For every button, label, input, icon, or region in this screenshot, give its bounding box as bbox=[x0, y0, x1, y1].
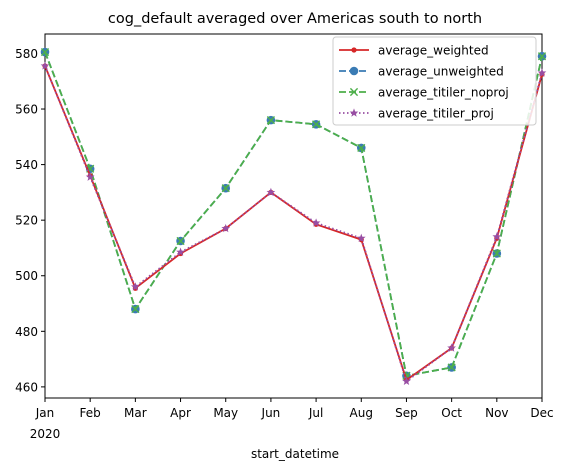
y-tick-label: 500 bbox=[15, 269, 38, 283]
y-tick-label: 520 bbox=[15, 214, 38, 228]
data-point bbox=[492, 232, 502, 241]
x-tick-label: Feb bbox=[80, 406, 101, 420]
legend-label: average_weighted bbox=[378, 44, 489, 58]
data-point bbox=[492, 249, 501, 258]
data-point bbox=[85, 172, 95, 181]
data-point bbox=[311, 218, 321, 227]
x-axis-label: start_datetime bbox=[251, 447, 339, 461]
x-tick-label: Sep bbox=[395, 406, 418, 420]
data-point bbox=[131, 304, 140, 314]
x-tick-label: Mar bbox=[124, 406, 147, 420]
x-tick-label: Apr bbox=[170, 406, 191, 420]
x-tick-label: Jul bbox=[308, 406, 323, 420]
y-tick-label: 560 bbox=[15, 103, 38, 117]
series-average_titiler_noproj bbox=[40, 47, 547, 380]
y-tick-label: 460 bbox=[15, 380, 38, 394]
x-tick-label: Oct bbox=[441, 406, 462, 420]
x-axis: Jan Feb Mar Apr May Jun Jul Aug Sep Oct Nov Dec bbox=[35, 398, 554, 420]
data-point bbox=[402, 376, 411, 386]
data-point bbox=[357, 143, 366, 153]
data-point bbox=[266, 116, 276, 125]
series-line bbox=[44, 65, 543, 383]
x-tick-label: May bbox=[213, 406, 238, 420]
legend-label: average_titiler_proj bbox=[378, 107, 494, 121]
data-point bbox=[537, 68, 547, 77]
data-point bbox=[40, 61, 50, 70]
data-point bbox=[356, 233, 366, 242]
legend-label: average_unweighted bbox=[378, 65, 504, 79]
data-point bbox=[130, 282, 140, 291]
x-tick-label: Jan bbox=[35, 406, 55, 420]
legend-frame bbox=[332, 36, 537, 126]
series-group bbox=[40, 47, 547, 386]
data-point bbox=[176, 247, 185, 256]
y-axis: 460 480 500 520 540 560 580 bbox=[15, 47, 45, 394]
data-point bbox=[349, 66, 359, 76]
data-point bbox=[176, 236, 185, 246]
x-tick-label: Nov bbox=[485, 406, 508, 420]
series-average_titiler_proj bbox=[40, 61, 547, 386]
data-point bbox=[221, 184, 230, 193]
y-tick-label: 580 bbox=[15, 47, 38, 61]
plot-frame bbox=[44, 33, 543, 399]
series-line bbox=[44, 51, 543, 377]
data-point bbox=[266, 187, 276, 197]
y-tick-label: 480 bbox=[15, 325, 38, 339]
x-tick-label: Aug bbox=[350, 406, 373, 420]
data-point bbox=[40, 47, 50, 57]
data-point bbox=[311, 120, 321, 129]
data-point bbox=[221, 223, 231, 233]
x-tick-label: Dec bbox=[530, 406, 553, 420]
y-tick-label: 540 bbox=[15, 158, 38, 172]
chart-title: cog_default averaged over Americas south… bbox=[108, 11, 482, 27]
legend-label: average_titiler_noproj bbox=[378, 86, 509, 100]
data-point bbox=[349, 108, 359, 117]
legend: average_weighted average_unweightedaverag… bbox=[332, 36, 537, 126]
x-year-label: 2020 bbox=[30, 427, 61, 441]
data-point bbox=[349, 87, 359, 97]
data-point bbox=[447, 343, 457, 352]
data-point bbox=[351, 47, 357, 53]
data-point bbox=[447, 363, 456, 372]
data-point bbox=[537, 52, 547, 61]
x-tick-label: Jun bbox=[261, 406, 281, 420]
